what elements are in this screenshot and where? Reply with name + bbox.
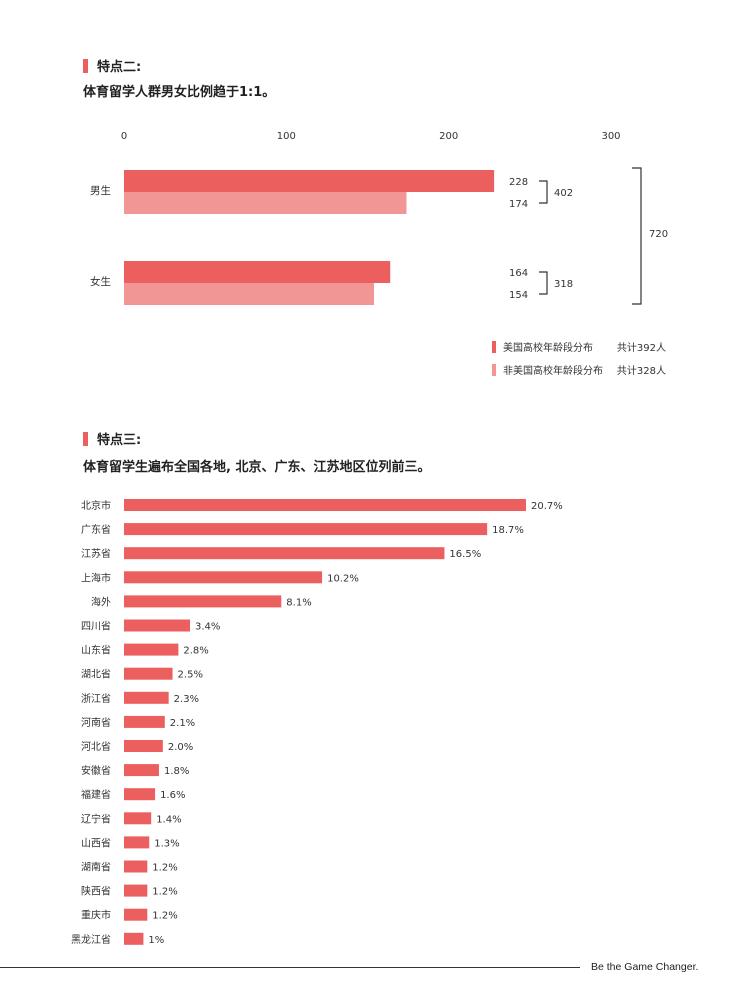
bar: [124, 547, 445, 560]
category-label: 江苏省: [81, 547, 111, 560]
footer-tagline: Be the Game Changer.: [591, 961, 699, 973]
subtotal-bracket: [539, 180, 548, 204]
section3-marker: [83, 431, 88, 446]
category-label: 北京市: [81, 499, 111, 512]
x-tick-label: 100: [277, 131, 296, 142]
data-label: 1.2%: [152, 863, 177, 874]
data-label: 16.5%: [449, 549, 481, 560]
section3-header: 特点三:: [83, 429, 141, 448]
x-tick-label: 300: [601, 131, 620, 142]
bar: [124, 715, 165, 728]
bar: [124, 571, 323, 584]
data-label: 1.2%: [152, 887, 177, 898]
category-label: 海外: [91, 595, 111, 608]
data-label: 2.0%: [168, 742, 193, 753]
bar: [124, 595, 282, 608]
section3-subtitle: 体育留学生遍布全国各地, 北京、广东、江苏地区位列前三。: [83, 460, 431, 475]
bar: [124, 499, 526, 511]
legend-total: 共计328人: [617, 364, 666, 377]
x-tick-label: 0: [121, 131, 127, 142]
bar: [124, 740, 163, 752]
bar: [124, 170, 495, 192]
legend-label: 美国高校年龄段分布: [503, 341, 593, 354]
bar: [124, 261, 391, 283]
category-label: 福建省: [81, 788, 111, 801]
data-label: 2.8%: [183, 646, 208, 657]
region-bar-chart: 北京市广东省江苏省上海市海外四川省山东省湖北省浙江省河南省河北省安徽省福建省辽宁…: [71, 499, 563, 946]
data-label: 1.3%: [154, 838, 179, 849]
category-label: 河北省: [81, 740, 111, 753]
bar: [124, 691, 169, 704]
data-label: 8.1%: [286, 597, 311, 608]
category-label: 安徽省: [81, 764, 111, 777]
section2-title: 特点二:: [97, 60, 142, 75]
bar: [124, 283, 374, 305]
category-label: 上海市: [81, 571, 111, 584]
total-bracket: [632, 167, 642, 305]
category-label: 辽宁省: [81, 812, 111, 825]
data-label: 18.7%: [492, 525, 524, 536]
subtotal-label: 402: [554, 188, 573, 199]
bar: [124, 932, 144, 945]
data-label: 20.7%: [531, 501, 563, 512]
bar: [124, 619, 191, 632]
category-label: 重庆市: [81, 909, 111, 922]
category-label: 湖北省: [81, 668, 111, 681]
legend-swatch: [492, 341, 496, 353]
category-label: 浙江省: [81, 692, 111, 705]
category-label: 女生: [90, 275, 111, 288]
category-label: 陕西省: [81, 885, 111, 898]
category-label: 湖南省: [81, 861, 111, 874]
data-label: 3.4%: [195, 622, 220, 633]
bar: [124, 523, 488, 536]
section2-marker: [83, 58, 88, 73]
bar: [124, 643, 179, 656]
legend-swatch: [492, 364, 496, 376]
legend-label: 非美国高校年龄段分布: [503, 364, 603, 377]
bar: [124, 788, 156, 801]
data-label: 154: [509, 290, 528, 301]
legend-total: 共计392人: [617, 341, 666, 354]
category-label: 河南省: [81, 716, 111, 729]
bar: [124, 884, 148, 897]
data-label: 2.1%: [170, 718, 195, 729]
category-label: 男生: [90, 184, 111, 197]
x-tick-label: 200: [439, 131, 458, 142]
bar: [124, 812, 152, 825]
data-label: 2.3%: [174, 694, 199, 705]
data-label: 1.6%: [160, 790, 185, 801]
data-label: 10.2%: [327, 573, 359, 584]
category-label: 广东省: [81, 523, 111, 536]
data-label: 164: [509, 268, 528, 279]
data-label: 228: [509, 177, 528, 188]
data-label: 174: [509, 199, 528, 210]
bar: [124, 667, 173, 680]
category-label: 黑龙江省: [71, 933, 111, 946]
data-label: 1.4%: [156, 814, 181, 825]
section2-header: 特点二:: [83, 56, 141, 75]
subtotal-bracket: [539, 271, 548, 295]
bar: [124, 860, 148, 873]
subtotal-label: 318: [554, 279, 573, 290]
bar: [124, 836, 150, 849]
category-label: 山西省: [81, 836, 111, 849]
bar: [124, 908, 148, 921]
section2-subtitle: 体育留学人群男女比例趋于1:1。: [83, 85, 276, 100]
data-label: 1.2%: [152, 911, 177, 922]
total-label: 720: [649, 229, 668, 240]
data-label: 2.5%: [178, 670, 203, 681]
bar: [124, 764, 159, 777]
data-label: 1.8%: [164, 766, 189, 777]
footer-divider: [0, 967, 580, 968]
category-label: 山东省: [81, 644, 111, 657]
bar: [124, 192, 407, 214]
category-label: 四川省: [81, 620, 111, 633]
data-label: 1%: [148, 935, 164, 946]
section3-title: 特点三:: [97, 433, 142, 448]
